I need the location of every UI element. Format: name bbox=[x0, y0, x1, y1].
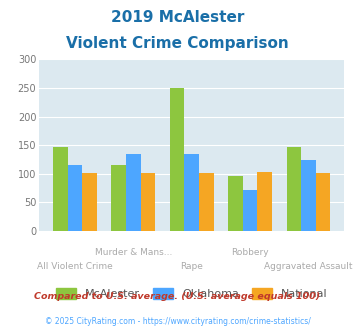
Bar bbox=[228, 176, 243, 231]
Text: Compared to U.S. average. (U.S. average equals 100): Compared to U.S. average. (U.S. average … bbox=[34, 292, 321, 301]
Bar bbox=[301, 160, 316, 231]
Bar bbox=[316, 173, 331, 231]
Bar bbox=[184, 154, 199, 231]
Text: Robbery: Robbery bbox=[231, 248, 269, 257]
Bar bbox=[126, 154, 141, 231]
Text: 2019 McAlester: 2019 McAlester bbox=[111, 10, 244, 25]
Legend: McAlester, Oklahoma, National: McAlester, Oklahoma, National bbox=[56, 288, 328, 299]
Text: Rape: Rape bbox=[180, 262, 203, 271]
Text: © 2025 CityRating.com - https://www.cityrating.com/crime-statistics/: © 2025 CityRating.com - https://www.city… bbox=[45, 317, 310, 326]
Text: Violent Crime Comparison: Violent Crime Comparison bbox=[66, 36, 289, 51]
Text: Aggravated Assault: Aggravated Assault bbox=[264, 262, 353, 271]
Bar bbox=[243, 190, 257, 231]
Bar bbox=[170, 88, 184, 231]
Bar bbox=[286, 147, 301, 231]
Bar bbox=[82, 173, 97, 231]
Bar bbox=[199, 173, 214, 231]
Bar bbox=[141, 173, 155, 231]
Bar bbox=[257, 172, 272, 231]
Bar bbox=[67, 165, 82, 231]
Text: Murder & Mans...: Murder & Mans... bbox=[94, 248, 172, 257]
Bar bbox=[53, 147, 67, 231]
Bar bbox=[111, 165, 126, 231]
Text: All Violent Crime: All Violent Crime bbox=[37, 262, 113, 271]
